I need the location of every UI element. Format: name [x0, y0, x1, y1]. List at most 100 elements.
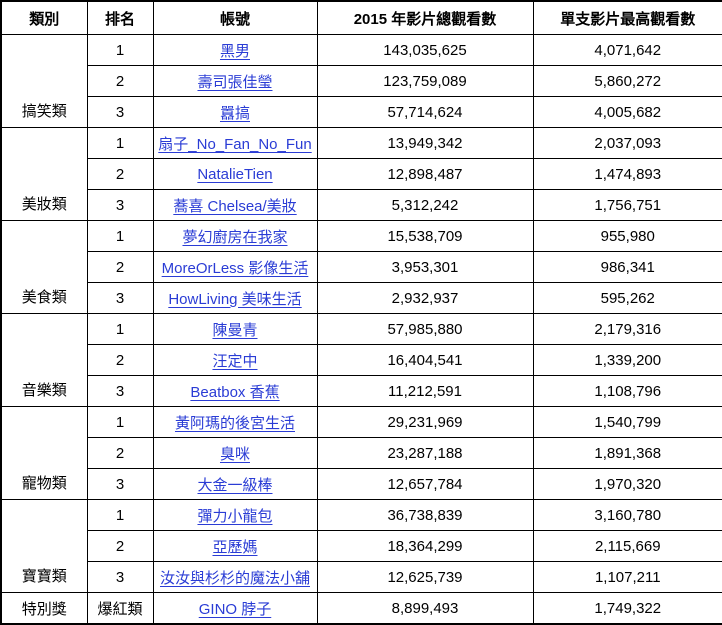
- total-views-cell: 13,949,342: [316, 127, 534, 159]
- table-row: 3 Beatbox 香蕉 11,212,591 1,108,796: [1, 375, 722, 407]
- rank-cell: 3: [86, 282, 154, 314]
- total-views-cell: 2,932,937: [316, 282, 534, 314]
- account-cell: NatalieTien: [152, 158, 318, 190]
- account-cell: HowLiving 美味生活: [152, 282, 318, 314]
- account-cell: 汝汝與杉杉的魔法小舖: [152, 561, 318, 593]
- table-row: 美食類 1 夢幻廚房在我家 15,538,709 955,980: [0, 220, 722, 314]
- account-link[interactable]: 彈力小龍包: [197, 507, 273, 525]
- account-cell: Beatbox 香蕉: [152, 375, 318, 407]
- top-video-views-cell: 5,860,272: [532, 65, 722, 97]
- top-video-views-cell: 955,980: [532, 220, 722, 252]
- table-row: 2 亞歷媽 18,364,299 2,115,669: [1, 530, 722, 562]
- account-cell: MoreOrLess 影像生活: [152, 251, 318, 283]
- category-cell: 寵物類: [0, 406, 88, 500]
- table-row: 2 臭咪 23,287,188 1,891,368: [1, 437, 722, 469]
- top-video-views-cell: 595,262: [532, 282, 722, 314]
- top-video-views-cell: 4,071,642: [532, 34, 722, 66]
- total-views-cell: 18,364,299: [316, 530, 534, 562]
- account-link[interactable]: 扇子_No_Fan_No_Fun: [158, 135, 312, 153]
- header-top-video-views: 單支影片最高觀看數: [532, 0, 722, 35]
- account-link[interactable]: 大金一級棒: [197, 476, 273, 494]
- total-views-cell: 8,899,493: [316, 592, 534, 625]
- account-cell: 蕎喜 Chelsea/美妝: [152, 189, 318, 221]
- rank-cell: 2: [86, 437, 154, 469]
- top-video-views-cell: 2,115,669: [532, 530, 722, 562]
- header-category: 類別: [0, 0, 88, 35]
- rank-cell: 1: [86, 313, 154, 345]
- account-cell: 亞歷媽: [152, 530, 318, 562]
- total-views-cell: 12,898,487: [316, 158, 534, 190]
- total-views-cell: 123,759,089: [316, 65, 534, 97]
- account-link[interactable]: MoreOrLess 影像生活: [161, 259, 309, 277]
- header-total-views: 2015 年影片總觀看數: [316, 0, 534, 35]
- top-video-views-cell: 4,005,682: [532, 96, 722, 128]
- account-cell: 囂搞: [152, 96, 318, 128]
- rank-cell: 1: [86, 406, 154, 438]
- account-cell: GINO 脖子: [152, 592, 318, 625]
- account-link[interactable]: 黃阿瑪的後宮生活: [174, 414, 295, 432]
- rank-cell: 1: [86, 34, 154, 66]
- account-link[interactable]: Beatbox 香蕉: [190, 383, 280, 401]
- account-cell: 壽司張佳瑩: [152, 65, 318, 97]
- table-row: 2 MoreOrLess 影像生活 3,953,301 986,341: [1, 251, 722, 283]
- rank-cell: 2: [86, 530, 154, 562]
- top-video-views-cell: 3,160,780: [532, 499, 722, 531]
- account-link[interactable]: 壽司張佳瑩: [197, 73, 273, 91]
- account-link[interactable]: 汝汝與杉杉的魔法小舖: [159, 569, 310, 587]
- account-link[interactable]: 夢幻廚房在我家: [182, 228, 288, 246]
- table-row: 2 壽司張佳瑩 123,759,089 5,860,272: [1, 65, 722, 97]
- rank-cell: 1: [86, 499, 154, 531]
- top-video-views-cell: 986,341: [532, 251, 722, 283]
- rank-cell: 2: [86, 158, 154, 190]
- top-video-views-cell: 2,179,316: [532, 313, 722, 345]
- account-link[interactable]: 亞歷媽: [212, 538, 258, 556]
- top-video-views-cell: 1,749,322: [532, 592, 722, 625]
- total-views-cell: 143,035,625: [316, 34, 534, 66]
- category-cell: 音樂類: [0, 313, 88, 407]
- table-row: 搞笑類 1 黑男 143,035,625 4,071,642: [0, 34, 722, 128]
- total-views-cell: 12,657,784: [316, 468, 534, 500]
- account-link[interactable]: NatalieTien: [197, 165, 273, 183]
- total-views-cell: 57,985,880: [316, 313, 534, 345]
- total-views-cell: 15,538,709: [316, 220, 534, 252]
- rank-cell: 爆紅類: [86, 592, 154, 625]
- total-views-cell: 11,212,591: [316, 375, 534, 407]
- top-video-views-cell: 1,474,893: [532, 158, 722, 190]
- account-cell: 汪定中: [152, 344, 318, 376]
- top-video-views-cell: 1,339,200: [532, 344, 722, 376]
- category-cell: 美食類: [0, 220, 88, 314]
- account-link[interactable]: 陳曼青: [212, 321, 258, 339]
- top-video-views-cell: 1,540,799: [532, 406, 722, 438]
- category-cell: 特別獎: [0, 592, 88, 625]
- total-views-cell: 29,231,969: [316, 406, 534, 438]
- account-link[interactable]: 汪定中: [212, 352, 258, 370]
- table-row: 美妝類 1 扇子_No_Fan_No_Fun 13,949,342 2,037,…: [0, 127, 722, 221]
- category-cell: 寶寶類: [0, 499, 88, 593]
- rank-cell: 1: [86, 127, 154, 159]
- account-link[interactable]: 黑男: [219, 42, 250, 60]
- account-cell: 夢幻廚房在我家: [152, 220, 318, 252]
- table-row: 2 NatalieTien 12,898,487 1,474,893: [1, 158, 722, 190]
- table-row: 3 蕎喜 Chelsea/美妝 5,312,242 1,756,751: [1, 189, 722, 221]
- account-link[interactable]: 囂搞: [219, 104, 250, 122]
- table-row: 3 大金一級棒 12,657,784 1,970,320: [1, 468, 722, 500]
- rank-cell: 2: [86, 65, 154, 97]
- rank-cell: 2: [86, 344, 154, 376]
- table-row: 2 汪定中 16,404,541 1,339,200: [1, 344, 722, 376]
- rank-cell: 3: [86, 468, 154, 500]
- table-row: 特別獎 爆紅類 GINO 脖子 8,899,493 1,749,322: [0, 592, 722, 625]
- total-views-cell: 23,287,188: [316, 437, 534, 469]
- total-views-cell: 3,953,301: [316, 251, 534, 283]
- account-link[interactable]: HowLiving 美味生活: [168, 290, 302, 308]
- account-link[interactable]: 臭咪: [219, 445, 250, 463]
- rank-cell: 3: [86, 96, 154, 128]
- total-views-cell: 57,714,624: [316, 96, 534, 128]
- top-video-views-cell: 1,107,211: [532, 561, 722, 593]
- header-rank: 排名: [86, 0, 154, 35]
- rank-cell: 3: [86, 375, 154, 407]
- rank-cell: 3: [86, 561, 154, 593]
- category-cell: 美妝類: [0, 127, 88, 221]
- account-link[interactable]: GINO 脖子: [198, 600, 272, 618]
- account-link[interactable]: 蕎喜 Chelsea/美妝: [173, 197, 297, 215]
- account-cell: 陳曼青: [152, 313, 318, 345]
